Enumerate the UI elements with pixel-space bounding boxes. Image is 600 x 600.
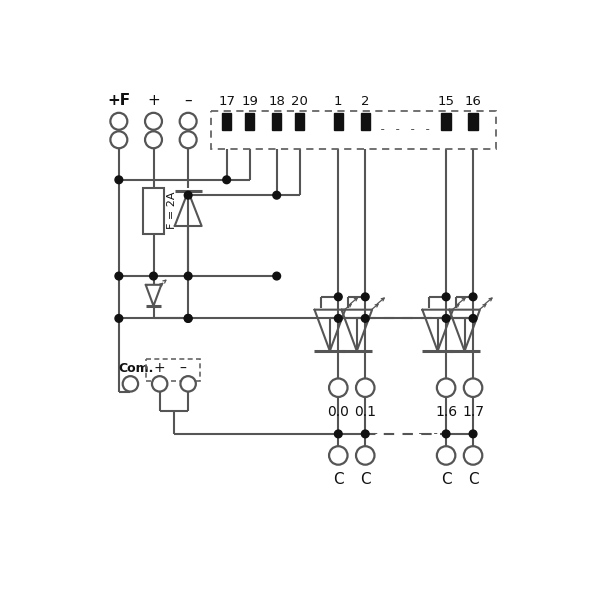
Circle shape <box>464 446 482 465</box>
Circle shape <box>334 314 342 322</box>
Bar <box>442 113 451 130</box>
Circle shape <box>361 293 369 301</box>
Circle shape <box>329 379 347 397</box>
Circle shape <box>110 113 127 130</box>
Circle shape <box>145 113 162 130</box>
Circle shape <box>469 314 477 322</box>
Text: C: C <box>333 472 344 487</box>
Bar <box>245 113 254 130</box>
Circle shape <box>115 272 122 280</box>
Circle shape <box>223 176 230 184</box>
Circle shape <box>469 430 477 438</box>
Text: 0.1: 0.1 <box>354 404 376 419</box>
Circle shape <box>145 131 162 148</box>
Text: 1: 1 <box>334 95 343 108</box>
Bar <box>334 113 343 130</box>
Circle shape <box>179 131 197 148</box>
Circle shape <box>115 176 122 184</box>
Text: C: C <box>441 472 451 487</box>
Text: 16: 16 <box>464 95 481 108</box>
Circle shape <box>184 272 192 280</box>
Circle shape <box>329 446 347 465</box>
Circle shape <box>123 376 138 392</box>
Text: 17: 17 <box>218 95 235 108</box>
Circle shape <box>334 430 342 438</box>
Circle shape <box>152 376 167 392</box>
Bar <box>469 113 478 130</box>
Text: 1.6: 1.6 <box>435 404 457 419</box>
Circle shape <box>437 379 455 397</box>
Text: - - - - -: - - - - - <box>372 427 439 440</box>
Text: 2: 2 <box>361 95 370 108</box>
Text: 19: 19 <box>241 95 258 108</box>
Circle shape <box>273 191 281 199</box>
Circle shape <box>356 446 374 465</box>
Text: - - - - - -: - - - - - - <box>364 123 447 136</box>
Bar <box>272 113 281 130</box>
Text: 15: 15 <box>437 95 455 108</box>
Bar <box>143 187 164 233</box>
Circle shape <box>356 379 374 397</box>
Bar <box>211 110 496 149</box>
Circle shape <box>361 430 369 438</box>
Circle shape <box>184 314 192 322</box>
Circle shape <box>179 113 197 130</box>
Text: C: C <box>468 472 478 487</box>
Circle shape <box>115 314 122 322</box>
Text: Com.: Com. <box>119 362 154 375</box>
Text: 20: 20 <box>292 95 308 108</box>
Circle shape <box>442 293 450 301</box>
Text: +: + <box>147 93 160 108</box>
Circle shape <box>464 379 482 397</box>
Circle shape <box>361 314 369 322</box>
Bar <box>361 113 370 130</box>
Text: 1.7: 1.7 <box>462 404 484 419</box>
Circle shape <box>184 191 192 199</box>
Circle shape <box>469 293 477 301</box>
Circle shape <box>442 314 450 322</box>
Circle shape <box>437 446 455 465</box>
Text: –: – <box>184 93 192 108</box>
Text: - - - - -: - - - - - <box>372 312 439 325</box>
Circle shape <box>149 272 157 280</box>
Bar <box>146 359 200 381</box>
Text: C: C <box>360 472 371 487</box>
Circle shape <box>334 293 342 301</box>
Text: F = 2A: F = 2A <box>167 192 178 229</box>
Text: +: + <box>154 361 166 376</box>
Text: 0.0: 0.0 <box>328 404 349 419</box>
Text: +F: +F <box>107 93 130 108</box>
Text: 18: 18 <box>268 95 285 108</box>
Circle shape <box>181 376 196 392</box>
Bar <box>222 113 231 130</box>
Circle shape <box>273 272 281 280</box>
Circle shape <box>110 131 127 148</box>
Bar <box>295 113 304 130</box>
Circle shape <box>442 430 450 438</box>
Text: –: – <box>179 361 186 376</box>
Circle shape <box>184 314 192 322</box>
